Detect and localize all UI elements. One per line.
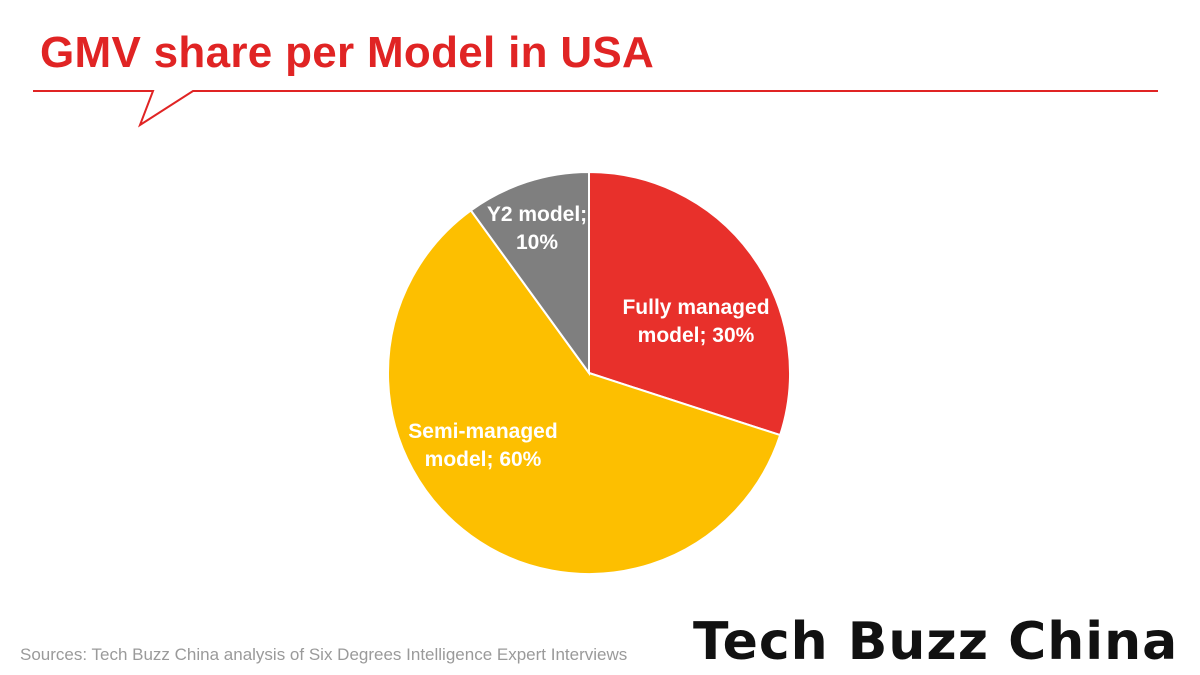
slice-label-line: Semi-managed	[408, 420, 558, 443]
slice-label-fully-managed-model: Fully managed model; 30%	[622, 294, 769, 350]
tech-buzz-china-logo: Tech Buzz China	[693, 612, 1179, 672]
slice-label-line: Fully managed	[622, 296, 770, 319]
pie-slice-semi-managed-model	[387, 208, 782, 575]
slice-label-y2-model: Y2 model; 10%	[487, 201, 587, 257]
slice-label-line: model; 30%	[637, 324, 755, 347]
source-note: Sources: Tech Buzz China analysis of Six…	[20, 645, 628, 664]
slice-label-semi-managed-model: Semi-managed model; 60%	[408, 418, 557, 474]
slice-label-line: 10%	[515, 231, 559, 254]
slice-label-line: Y2 model;	[486, 203, 588, 226]
pie-slice-y2-model	[469, 170, 590, 377]
page-title: GMV share per Model in USA	[40, 28, 655, 77]
pie-slice-fully-managed-model	[588, 170, 791, 437]
slice-label-line: model; 60%	[424, 448, 542, 471]
